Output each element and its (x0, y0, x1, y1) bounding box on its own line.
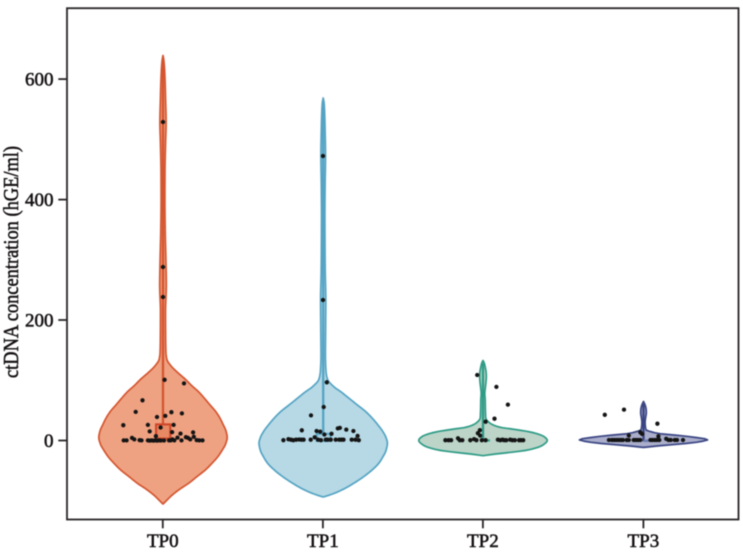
svg-text:400: 400 (25, 190, 54, 211)
svg-text:0: 0 (44, 431, 54, 452)
svg-text:ctDNA concentration (hGE/ml): ctDNA concentration (hGE/ml) (0, 146, 23, 378)
svg-text:TP0: TP0 (147, 531, 179, 552)
svg-text:200: 200 (25, 311, 54, 332)
svg-text:600: 600 (25, 70, 54, 91)
svg-text:TP3: TP3 (628, 531, 660, 552)
svg-text:TP1: TP1 (307, 531, 339, 552)
svg-text:TP2: TP2 (467, 531, 499, 552)
